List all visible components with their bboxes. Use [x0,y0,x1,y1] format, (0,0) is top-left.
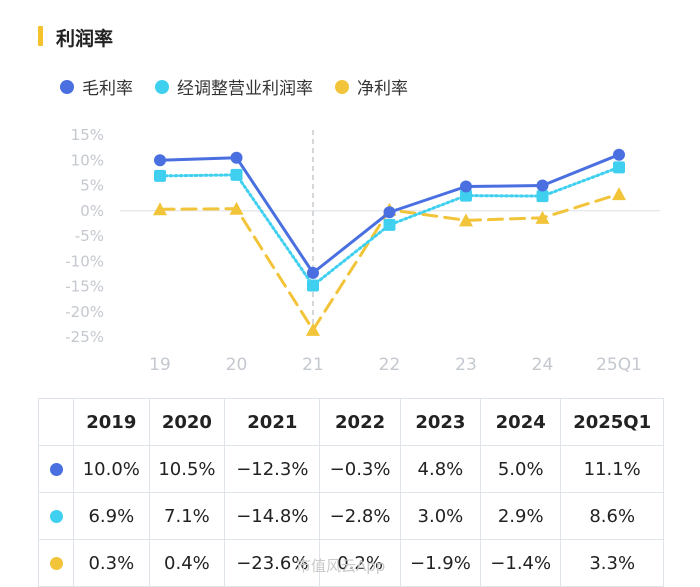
y-tick-label: -25% [65,328,104,346]
y-tick-label: 10% [71,151,104,169]
table-cell: 0.4% [148,539,226,587]
table-cell: 4.8% [399,445,482,493]
legend: 毛利率 经调整营业利润率 净利率 [60,74,430,99]
legend-label-gross-margin: 毛利率 [82,79,133,99]
line-chart: 15% 10% 5% 0% -5% -10% -15% -20% -25% 19 20 21 22 23 2… [65,126,660,375]
table-header: 2020 [148,398,226,446]
table-cell: 11.1% [560,445,664,493]
data-point [230,151,243,164]
table-cell: −0.3% [319,445,401,493]
legend-label-net-margin: 净利率 [357,79,408,99]
table-cell: 3.0% [399,492,482,540]
data-point [229,201,244,215]
x-tick-label: 22 [379,355,401,375]
legend-dot-net-margin [335,79,349,94]
watermark: 市值风云App [296,557,386,575]
table-cell: −1.9% [399,539,482,587]
y-tick-label: 0% [80,202,104,220]
table-cell: 8.6% [560,492,664,540]
legend-dot-gross-margin [60,79,74,94]
table-cell: 3.3% [560,539,664,587]
data-point [383,206,396,219]
data-point [613,161,625,174]
data-point [383,218,396,231]
data-point [535,210,550,224]
data-point [612,187,626,201]
table-header: 2025Q1 [560,398,664,446]
legend-label-adjusted-operating-margin: 经调整营业利润率 [177,79,313,99]
data-point [307,266,319,279]
table-row: 10.0% 10.5% −12.3% −0.3% 4.8% 5.0% 11.1% [38,445,664,493]
data-point [536,190,549,203]
legend-dot-adjusted-operating-margin [155,79,169,94]
row-marker-cell [38,492,74,540]
table-cell: −12.3% [224,445,321,493]
y-tick-label: -20% [65,303,104,321]
data-point [307,279,319,292]
row-marker-cell [38,539,74,587]
data-point [460,189,472,202]
x-tick-label: 25Q1 [596,355,642,375]
table-cell: 6.9% [73,492,150,540]
x-tick-label: 23 [455,355,477,375]
table-row: 0.3% 0.4% −23.6% 0.2% −1.9% −1.4% 3.3% [38,539,664,587]
table-header-row: 2019 2020 2021 2022 2023 2024 2025Q1 [38,398,664,446]
table-cell: −2.8% [319,492,401,540]
table-cell: −23.6% [224,539,321,587]
legend-item-gross-margin: 毛利率 [60,74,133,99]
data-table: 2019 2020 2021 2022 2023 2024 2025Q1 10.… [38,398,664,587]
y-tick-label: -10% [65,252,104,270]
row-marker-gross-margin [49,463,63,476]
table-header: 2024 [480,398,562,446]
y-tick-label: 15% [71,126,104,144]
data-point [460,180,472,193]
data-point [230,168,243,181]
table-header: 2023 [399,398,482,446]
x-tick-label: 19 [149,355,171,375]
y-tick-label: 5% [80,177,104,195]
table-cell: 10.0% [73,445,150,493]
table-cell: −1.4% [480,539,562,587]
data-point [536,179,549,192]
table-header: 2022 [319,398,401,446]
title-accent-bar [38,26,43,46]
x-tick-label: 21 [302,355,324,375]
data-point [459,213,473,227]
table-row: 6.9% 7.1% −14.8% −2.8% 3.0% 2.9% 8.6% [38,492,664,540]
data-point [154,154,166,167]
table-cell: 5.0% [480,445,562,493]
table-cell: 7.1% [148,492,226,540]
legend-item-adjusted-operating-margin: 经调整营业利润率 [155,74,313,99]
legend-item-net-margin: 净利率 [335,74,408,99]
table-cell: 0.3% [73,539,150,587]
table-header: 2019 [73,398,150,446]
data-point [306,322,320,336]
y-tick-label: -15% [65,278,104,296]
row-marker-adjusted-operating-margin [49,510,63,523]
table-header: 2021 [224,398,321,446]
table-cell: −14.8% [224,492,321,540]
chart-title: 利润率 [56,28,114,50]
table-cell: 0.2% [319,539,401,587]
row-marker-net-margin [49,557,63,570]
data-point [613,148,625,161]
table-header-empty [38,398,74,446]
table-cell: 2.9% [480,492,562,540]
y-tick-label: -5% [75,227,104,245]
data-point [153,202,167,216]
data-point [154,169,166,182]
x-tick-label: 24 [532,355,554,375]
x-tick-label: 20 [226,355,248,375]
table-cell: 10.5% [148,445,226,493]
row-marker-cell [38,445,74,493]
